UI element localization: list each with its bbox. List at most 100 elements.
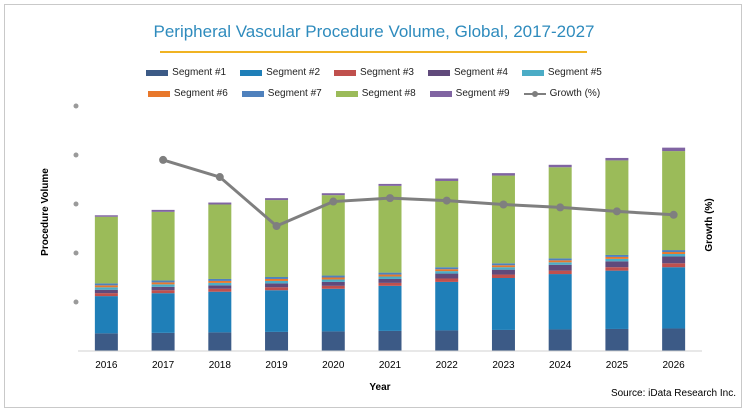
growth-point (669, 210, 678, 219)
bar-segment (94, 285, 118, 288)
y2-axis-title: Growth (%) (704, 198, 715, 251)
bar-segment (491, 173, 515, 176)
bar-segment (435, 278, 459, 282)
bar-segment (662, 147, 686, 152)
bar-segment (321, 281, 345, 286)
legend-label: Segment #5 (547, 67, 602, 78)
bar-segment (321, 195, 345, 276)
bar-segment (548, 260, 572, 263)
legend: Segment #1 Segment #2 Segment #3 Segment #4… (0, 67, 748, 78)
bar-segment (208, 278, 232, 281)
x-tick-label: 2017 (152, 360, 175, 371)
growth-point (499, 200, 508, 209)
bar-segment (435, 281, 459, 331)
bar-segment (491, 175, 515, 264)
bar-segment (265, 331, 289, 351)
legend-label: Segment #3 (360, 67, 414, 78)
growth-point (215, 173, 224, 182)
y-tick-mark (73, 299, 79, 305)
x-tick-label: 2024 (549, 360, 572, 371)
bar-segment (265, 200, 289, 278)
bar-segment (151, 209, 175, 212)
legend-item: Segment #3 (334, 67, 414, 78)
bar-segment (208, 202, 232, 205)
legend-label: Segment #4 (453, 67, 508, 78)
legend-swatch (146, 69, 169, 76)
legend-label: Growth (%) (549, 88, 601, 99)
bar-segment (605, 261, 629, 268)
bar-segment (491, 265, 515, 268)
bar-segment (491, 329, 515, 351)
growth-point (329, 197, 338, 206)
y-axis-ticks (73, 103, 79, 305)
bar-segment (435, 267, 459, 270)
legend-label: Segment #9 (455, 88, 510, 99)
bar-segment (548, 274, 572, 330)
legend-swatch (240, 69, 263, 76)
bar-segment (94, 216, 118, 284)
x-tick-label: 2018 (209, 360, 232, 371)
legend-item: Segment #8 (335, 88, 416, 99)
bar-segment (94, 333, 118, 351)
legend-item: Segment #4 (427, 67, 508, 78)
legend-swatch (427, 69, 450, 76)
legend-item: Segment #6 (147, 88, 228, 99)
growth-point (272, 222, 281, 231)
bar-segment (491, 277, 515, 330)
bar-segment (378, 285, 402, 331)
bar-segment (662, 252, 686, 254)
bar-segment (491, 267, 515, 270)
bar-segment (94, 293, 118, 297)
growth-point (556, 203, 565, 212)
legend-item: Segment #7 (241, 88, 322, 99)
bar-segment (151, 332, 175, 351)
legend-swatch (521, 69, 544, 76)
growth-line (159, 155, 678, 231)
x-tick-label: 2023 (492, 360, 515, 371)
y-tick-mark (73, 201, 79, 207)
bar-segment (321, 331, 345, 351)
bar-segment (662, 250, 686, 253)
bar-segment (208, 285, 232, 289)
bar-segment (151, 282, 175, 285)
bar-segment (151, 290, 175, 294)
bar-segment (605, 254, 629, 257)
bar-segment (378, 274, 402, 277)
growth-point (612, 207, 621, 216)
bar-segment (605, 267, 629, 271)
growth-point (442, 196, 451, 205)
bars (94, 147, 686, 351)
bar-segment (662, 263, 686, 268)
bar-segment (378, 185, 402, 273)
bar-segment (208, 332, 232, 351)
legend-item: Segment #9 (429, 88, 510, 99)
legend-item: Segment #5 (521, 67, 602, 78)
bar-segment (491, 263, 515, 266)
bar-segment (265, 198, 289, 201)
bar-segment (378, 276, 402, 279)
bar-segment (435, 330, 459, 351)
bar-segment (662, 256, 686, 264)
bar-segment (151, 293, 175, 333)
bar-segment (208, 282, 232, 286)
legend-swatch (429, 90, 452, 97)
bar-segment (491, 274, 515, 278)
x-tick-label: 2019 (265, 360, 288, 371)
legend-row-2: Segment #6 Segment #7 Segment #8 Segment #9… (0, 88, 748, 99)
bar-segment (662, 267, 686, 329)
x-axis-title: Year (369, 382, 390, 393)
bar-segment (662, 328, 686, 351)
legend-swatch (334, 69, 357, 76)
legend-label: Segment #2 (266, 67, 321, 78)
bar-segment (321, 288, 345, 332)
bar-segment (94, 283, 118, 286)
x-tick-label: 2022 (436, 360, 459, 371)
bar-segment (491, 269, 515, 275)
bar-segment (605, 328, 629, 351)
bar-segment (605, 256, 629, 259)
bar-segment (605, 157, 629, 161)
bar-segment (548, 270, 572, 275)
bar-segment (548, 264, 572, 271)
bar-segment (378, 278, 402, 283)
bar-segment (378, 183, 402, 186)
